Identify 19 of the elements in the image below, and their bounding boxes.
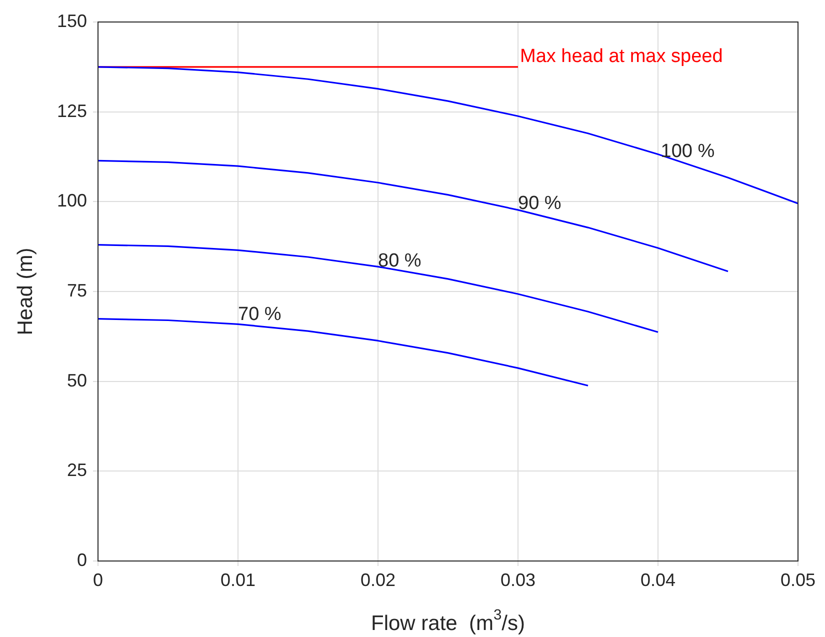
y-tick-label: 0 (76, 550, 87, 570)
y-axis-title: Head (m) (14, 248, 37, 336)
x-tick-label: 0.04 (640, 570, 676, 590)
x-tick-label: 0.01 (220, 570, 256, 590)
y-tick-label: 150 (56, 10, 87, 31)
y-tick-label: 75 (66, 280, 87, 300)
y-tick-label: 25 (66, 460, 87, 480)
y-tick-label: 100 (56, 190, 87, 211)
annotation: 80 % (378, 250, 422, 272)
annotation: 90 % (518, 192, 562, 214)
annotation: 100 % (660, 140, 715, 162)
x-tick-label: 0.05 (780, 570, 816, 590)
annotation: 70 % (238, 304, 282, 326)
x-tick-label: 0.02 (360, 570, 396, 590)
x-tick-label: 0.03 (500, 570, 536, 590)
y-tick-label: 125 (56, 100, 87, 121)
y-tick-label: 50 (66, 370, 87, 390)
series-label: Max head at max speed (520, 46, 723, 67)
x-tick-label: 0 (92, 570, 104, 590)
